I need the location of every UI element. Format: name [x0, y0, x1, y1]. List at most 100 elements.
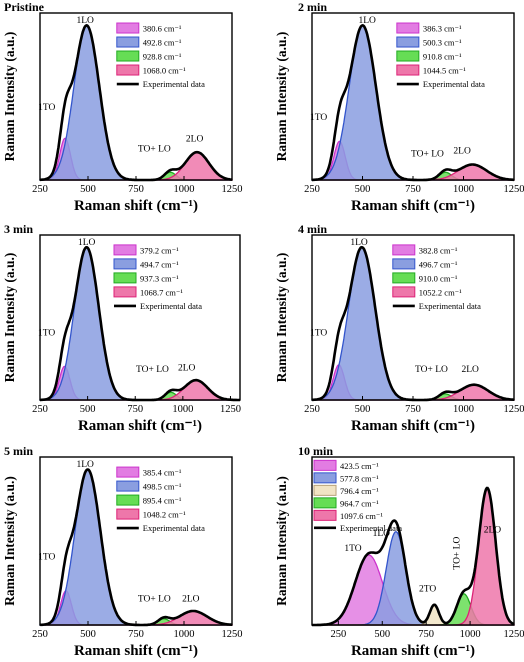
legend-swatch [116, 22, 140, 34]
peak-label: TO+ LO [452, 537, 462, 570]
legend-entry: 937.3 cm⁻¹ [140, 273, 179, 283]
y-axis-label: Raman Intensity (a.u.) [274, 476, 289, 606]
x-tick-label: 1250 [504, 629, 524, 640]
legend-entry: 500.3 cm⁻¹ [423, 38, 462, 48]
legend-entry: 1044.5 cm⁻¹ [423, 66, 466, 76]
x-tick-label: 750 [405, 184, 421, 195]
legend-entry: 1068.0 cm⁻¹ [143, 66, 186, 76]
legend-entry: 1052.2 cm⁻¹ [419, 287, 462, 297]
x-tick-label: 750 [128, 629, 144, 640]
panel-title: 2 min [298, 0, 327, 14]
chart-panel: 2 min 250 500 750 1000 1250 Raman shift (cm⁻¹)… [274, 0, 524, 214]
peak-component-1 [311, 246, 514, 401]
peak-label: 1TO [344, 544, 361, 554]
x-tick-label: 750 [405, 404, 421, 415]
x-tick-label: 1250 [504, 404, 524, 415]
legend-swatch [313, 459, 337, 471]
x-tick-label: 1000 [460, 629, 481, 640]
chart-panel: 4 min 250 500 750 1000 1250 Raman shift (cm⁻¹)… [274, 222, 524, 434]
legend-swatch [313, 497, 337, 509]
peak-label: 1TO [38, 329, 55, 339]
panel-title: Pristine [4, 0, 45, 14]
legend-swatch [113, 244, 137, 256]
peak-label: 1LO [358, 16, 376, 26]
x-tick-label: 750 [128, 184, 144, 195]
legend-swatch [396, 64, 420, 76]
peak-label: 2TO [419, 584, 436, 594]
x-tick-label: 250 [32, 184, 48, 195]
peak-label: 2LO [461, 365, 479, 375]
plot-frame [311, 456, 515, 626]
legend-entry-experimental: Experimental data [419, 301, 481, 311]
legend-swatch [396, 36, 420, 48]
peak-label: 2LO [484, 526, 502, 536]
peak-label: 1TO [38, 103, 55, 113]
plot-frame [39, 234, 241, 401]
legend-entry: 964.7 cm⁻¹ [340, 498, 379, 508]
legend-swatch [392, 286, 416, 298]
x-tick-label: 500 [80, 629, 96, 640]
panel-title: 5 min [4, 444, 33, 458]
legend-entry: 1097.6 cm⁻¹ [340, 511, 383, 521]
y-axis-label: Raman Intensity (a.u.) [2, 253, 17, 383]
x-axis-label: Raman shift (cm⁻¹) [78, 418, 202, 434]
legend-entry-experimental: Experimental data [143, 79, 205, 89]
x-axis-label: Raman shift (cm⁻¹) [74, 198, 198, 214]
x-axis-label: Raman shift (cm⁻¹) [351, 198, 475, 214]
x-tick-label: 750 [127, 404, 143, 415]
panel-title: 3 min [4, 222, 33, 236]
peak-label: 1TO [310, 329, 327, 339]
x-tick-label: 250 [32, 629, 48, 640]
panel-title: 10 min [298, 444, 333, 458]
x-tick-label: 1000 [453, 404, 474, 415]
legend-swatch [113, 258, 137, 270]
legend-entry: 910.8 cm⁻¹ [423, 52, 462, 62]
x-tick-label: 1000 [453, 184, 474, 195]
peak-label: 2LO [453, 146, 471, 156]
x-tick-label: 250 [304, 184, 320, 195]
peak-label: TO+ LO [136, 365, 169, 375]
x-tick-label: 250 [32, 404, 48, 415]
legend-entry: 380.6 cm⁻¹ [143, 24, 182, 34]
peak-label: 1LO [76, 460, 94, 470]
peak-label: TO+ LO [138, 594, 171, 604]
legend-swatch [313, 484, 337, 496]
legend-swatch [392, 258, 416, 270]
legend-entry: 1048.2 cm⁻¹ [143, 510, 186, 520]
x-tick-label: 1000 [174, 629, 195, 640]
peak-label: TO+ LO [411, 150, 444, 160]
x-axis-label: Raman shift (cm⁻¹) [74, 643, 198, 659]
legend-entry: 498.5 cm⁻¹ [143, 482, 182, 492]
peak-label: 1LO [78, 238, 96, 248]
legend-swatch [313, 472, 337, 484]
peak-component-1 [39, 246, 240, 401]
legend-entry: 577.8 cm⁻¹ [340, 473, 379, 483]
x-tick-label: 1000 [172, 404, 193, 415]
legend-entry-experimental: Experimental data [423, 79, 485, 89]
peak-label: 1TO [38, 552, 55, 562]
x-tick-label: 1250 [504, 184, 524, 195]
legend-entry: 382.8 cm⁻¹ [419, 245, 458, 255]
legend-entry: 423.5 cm⁻¹ [340, 461, 379, 471]
x-tick-label: 1250 [222, 184, 243, 195]
x-tick-label: 1000 [174, 184, 195, 195]
x-axis-label: Raman shift (cm⁻¹) [351, 643, 475, 659]
peak-label: 2LO [182, 594, 200, 604]
x-tick-label: 500 [355, 404, 371, 415]
legend-entry: 492.8 cm⁻¹ [143, 38, 182, 48]
peak-label: TO+ LO [415, 365, 448, 375]
chart-panel: 3 min 250 500 750 1000 1250 Raman shift (cm⁻¹)… [2, 222, 241, 434]
y-axis-label: Raman Intensity (a.u.) [274, 32, 289, 162]
chart-panel: Pristine 250 500 750 1000 1250 Raman shift (cm… [2, 0, 243, 214]
legend-entry: 928.8 cm⁻¹ [143, 52, 182, 62]
legend-entry: 496.7 cm⁻¹ [419, 259, 458, 269]
x-tick-label: 500 [374, 629, 390, 640]
peak-label: 1LO [350, 238, 368, 248]
x-axis-label: Raman shift (cm⁻¹) [351, 418, 475, 434]
y-axis-label: Raman Intensity (a.u.) [274, 253, 289, 383]
legend-entry: 494.7 cm⁻¹ [140, 259, 179, 269]
legend-swatch [396, 50, 420, 62]
legend-swatch [116, 50, 140, 62]
x-tick-label: 500 [355, 184, 371, 195]
x-tick-label: 500 [80, 404, 96, 415]
